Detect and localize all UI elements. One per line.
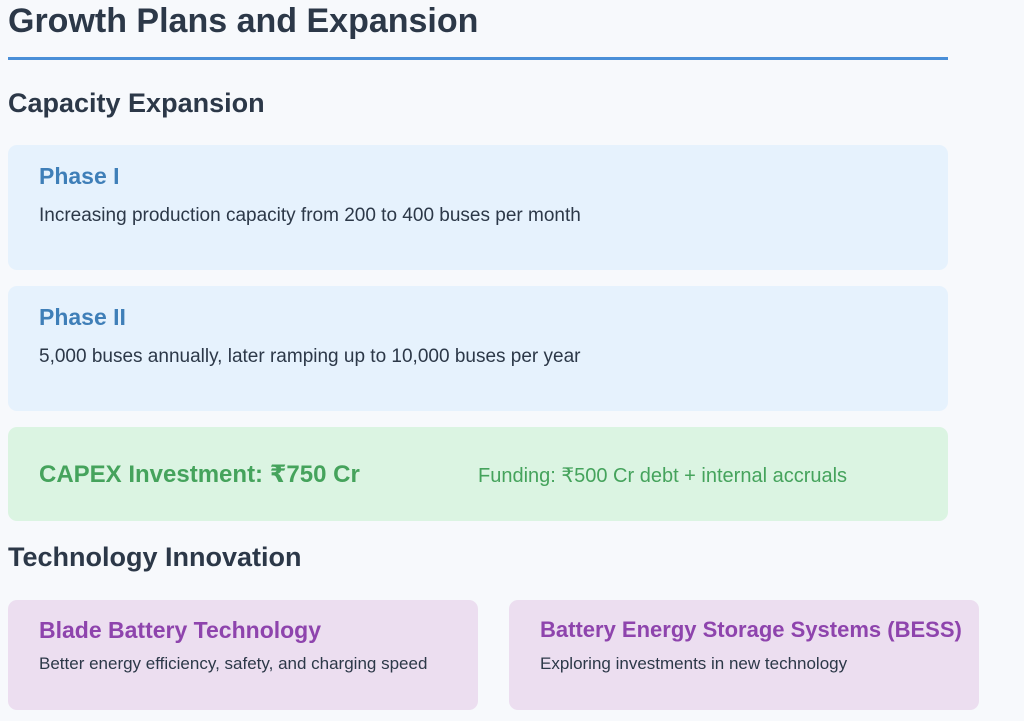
phase-1-title: Phase I xyxy=(39,163,120,189)
blade-battery-title: Blade Battery Technology xyxy=(39,617,322,643)
title-divider xyxy=(8,57,948,60)
phase-2-title: Phase II xyxy=(39,304,126,330)
capex-card: CAPEX Investment: ₹750 Cr Funding: ₹500 … xyxy=(8,427,948,521)
bess-description: Exploring investments in new technology xyxy=(540,654,848,673)
page-title: Growth Plans and Expansion xyxy=(8,2,479,40)
capacity-expansion-heading: Capacity Expansion xyxy=(8,88,265,118)
blade-battery-card: Blade Battery Technology Better energy e… xyxy=(8,600,478,710)
technology-innovation-heading: Technology Innovation xyxy=(8,542,302,572)
bess-title: Battery Energy Storage Systems (BESS) xyxy=(540,617,962,642)
bess-card: Battery Energy Storage Systems (BESS) Ex… xyxy=(509,600,979,710)
phase-2-card: Phase II 5,000 buses annually, later ram… xyxy=(8,286,948,411)
capex-funding: Funding: ₹500 Cr debt + internal accrual… xyxy=(478,465,848,487)
phase-1-card: Phase I Increasing production capacity f… xyxy=(8,145,948,270)
capex-investment: CAPEX Investment: ₹750 Cr xyxy=(39,461,360,488)
phase-2-description: 5,000 buses annually, later ramping up t… xyxy=(39,346,581,367)
phase-1-description: Increasing production capacity from 200 … xyxy=(39,205,581,226)
blade-battery-description: Better energy efficiency, safety, and ch… xyxy=(39,654,428,673)
